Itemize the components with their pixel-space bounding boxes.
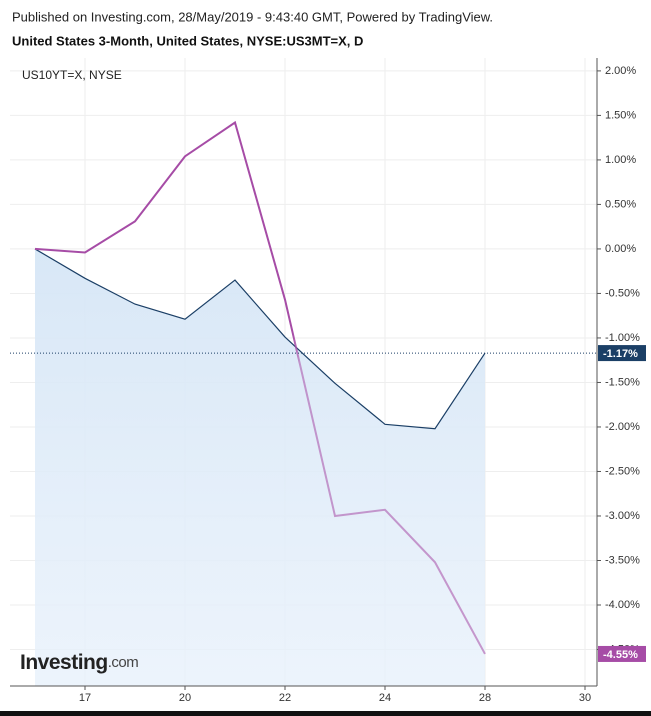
logo: Investing.com xyxy=(20,651,138,674)
legend-entry: US10YT=X, NYSE xyxy=(22,68,122,82)
x-tick-label: 28 xyxy=(479,692,491,704)
last-value-badge xyxy=(598,345,646,362)
area xyxy=(35,248,485,686)
y-tick-label: 2.00% xyxy=(605,65,636,77)
x-tick-label: 22 xyxy=(279,692,291,704)
chart-title: United States 3-Month, United States, NY… xyxy=(12,33,363,48)
logo-brand: Investing xyxy=(20,651,108,674)
series-line xyxy=(34,120,486,655)
last-value-label: -4.55% xyxy=(603,649,638,661)
y-tick-label: -3.50% xyxy=(605,554,640,566)
y-tick-label: -2.00% xyxy=(605,421,640,433)
y-tick-label: -1.00% xyxy=(605,332,640,344)
logo-suffix: .com xyxy=(108,654,139,671)
x-tick-label: 17 xyxy=(79,692,91,704)
y-tick-label: -4.00% xyxy=(605,599,640,611)
x-tick-label: 30 xyxy=(579,692,591,704)
last-value-badge xyxy=(598,645,646,662)
y-tick-label: 1.50% xyxy=(605,109,636,121)
y-tick-label: 0.50% xyxy=(605,198,636,210)
header-bg xyxy=(0,0,651,58)
x-tick-label: 20 xyxy=(179,692,191,704)
y-tick-label: 0.00% xyxy=(605,243,636,255)
bottom-bar xyxy=(0,711,651,716)
y-tick-label: -2.50% xyxy=(605,465,640,477)
y-tick-label: -3.00% xyxy=(605,510,640,522)
y-tick-label: -0.50% xyxy=(605,287,640,299)
plot xyxy=(34,120,486,686)
y-tick-label: -1.50% xyxy=(605,376,640,388)
last-value-label: -1.17% xyxy=(603,348,638,360)
y-tick-label: 1.00% xyxy=(605,154,636,166)
series-line xyxy=(34,248,486,430)
x-tick-label: 24 xyxy=(379,692,391,704)
published-note: Published on Investing.com, 28/May/2019 … xyxy=(12,9,493,24)
